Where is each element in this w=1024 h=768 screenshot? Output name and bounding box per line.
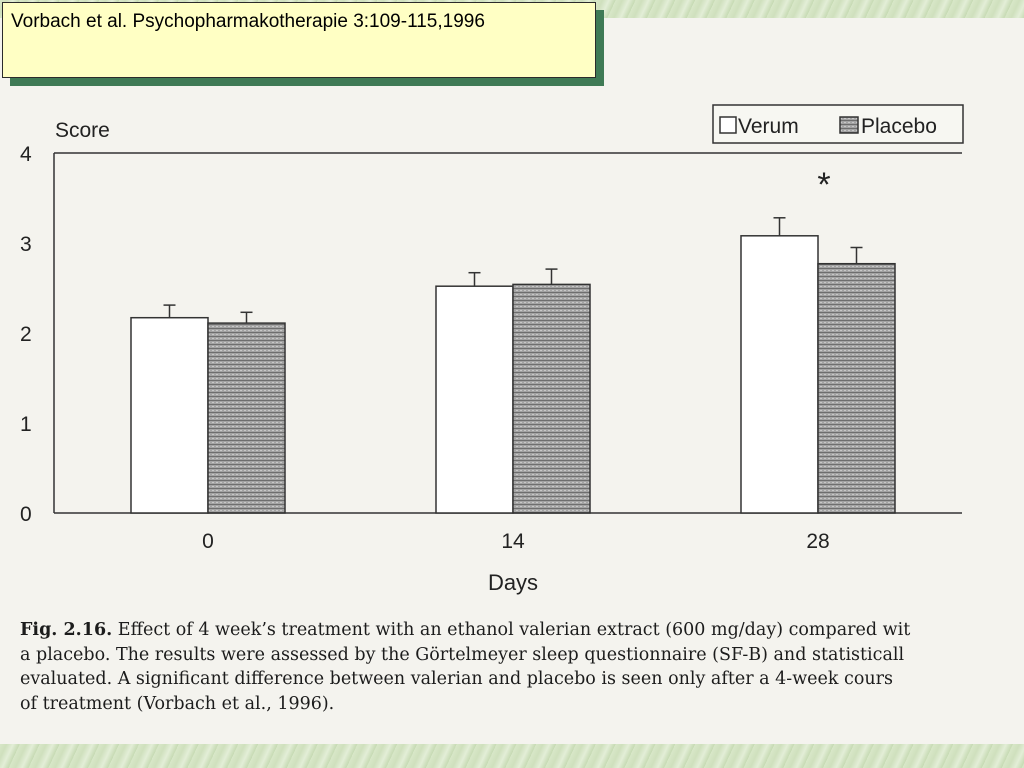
bar-verum <box>435 285 514 514</box>
y-axis-label: Score <box>55 119 110 142</box>
bar-placebo <box>817 262 896 514</box>
significance-marker: * <box>817 166 830 204</box>
bar-verum <box>130 316 209 514</box>
figure-caption: Fig. 2.16. Effect of 4 week’s treatment … <box>20 618 965 716</box>
caption-line-3: evaluated. A significant difference betw… <box>20 669 894 689</box>
y-tick-label: 2 <box>20 323 32 346</box>
legend-swatch-verum <box>719 116 737 134</box>
caption-label: Fig. 2.16. <box>20 620 113 640</box>
legend-box <box>712 104 964 144</box>
x-tick-label: 28 <box>806 530 829 553</box>
citation-text: Vorbach et al. Psychopharmakotherapie 3:… <box>11 11 485 32</box>
bar-placebo <box>207 322 286 514</box>
bar-verum <box>740 235 819 514</box>
y-tick-label: 4 <box>20 143 32 166</box>
caption-line-2: a placebo. The results were assessed by … <box>20 644 905 665</box>
legend-label-placebo: Placebo <box>861 115 937 138</box>
x-tick-label: 0 <box>202 530 214 553</box>
caption-text-1: Effect of 4 week’s treatment with an eth… <box>117 620 911 640</box>
y-tick-label: 1 <box>20 413 32 436</box>
legend-swatch-placebo <box>839 116 859 134</box>
citation-box: Vorbach et al. Psychopharmakotherapie 3:… <box>2 2 596 78</box>
x-tick-label: 14 <box>501 530 525 553</box>
caption-line-1: Fig. 2.16. Effect of 4 week’s treatment … <box>20 618 965 643</box>
caption-line-4: of treatment (Vorbach et al., 1996). <box>20 693 335 714</box>
y-tick-label: 0 <box>20 503 32 526</box>
y-tick-label: 3 <box>20 233 32 256</box>
decorative-bottom-band <box>0 744 1024 768</box>
x-axis-label: Days <box>488 570 538 595</box>
legend-label-verum: Verum <box>738 115 799 138</box>
bar-placebo <box>512 283 591 514</box>
